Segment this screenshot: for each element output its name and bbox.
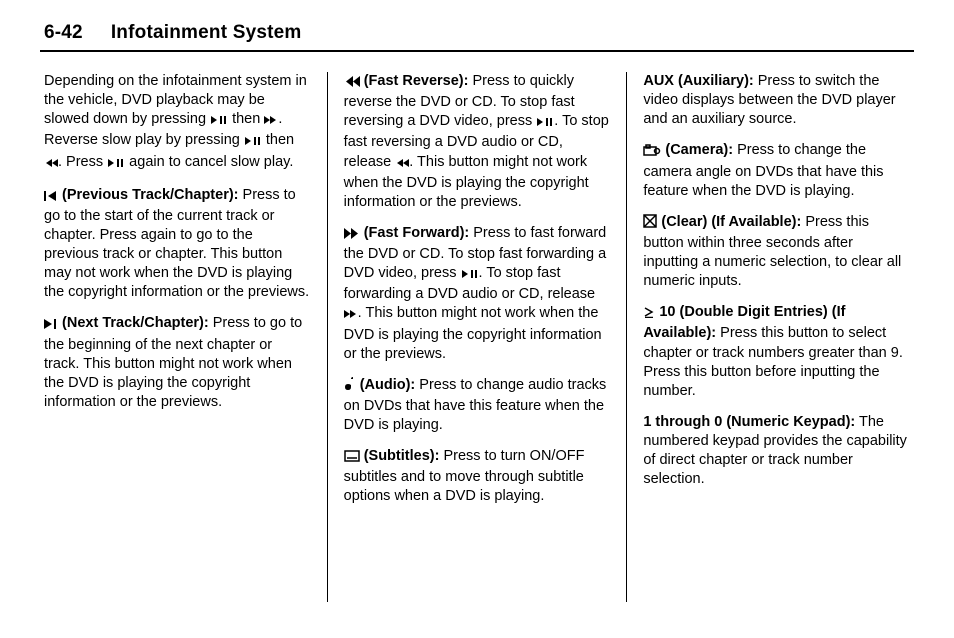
numeric-keypad-label: 1 through 0 (Numeric Keypad): (643, 414, 855, 430)
fast-reverse-icon (344, 74, 360, 93)
aux-label: AUX (Auxiliary): (643, 73, 753, 89)
column-2: (Fast Reverse): Press to quickly reverse… (334, 72, 621, 602)
play-pause-icon (210, 112, 228, 131)
text: . Press (58, 154, 107, 170)
play-pause-icon (244, 133, 262, 152)
fast-forward-icon (344, 306, 358, 325)
fast-forward-label: (Fast Forward): (360, 225, 470, 241)
next-track-entry: (Next Track/Chapter): Press to go to the… (44, 314, 311, 412)
subtitles-entry: (Subtitles): Press to turn ON/OFF subtit… (344, 447, 611, 506)
text: then (228, 111, 264, 127)
prev-track-entry: (Previous Track/Chapter): Press to go to… (44, 186, 311, 303)
fast-reverse-entry: (Fast Reverse): Press to quickly reverse… (344, 72, 611, 212)
next-track-label: (Next Track/Chapter): (58, 315, 209, 331)
play-pause-icon (461, 266, 479, 285)
fast-forward-icon (264, 112, 278, 131)
prev-track-label: (Previous Track/Chapter): (58, 187, 239, 203)
clear-label: (Clear) (If Available): (657, 214, 801, 230)
camera-entry: (Camera): Press to change the camera ang… (643, 141, 910, 200)
prev-track-icon (44, 188, 58, 207)
camera-label: (Camera): (661, 142, 733, 158)
column-divider (327, 72, 328, 602)
fast-reverse-icon (44, 155, 58, 174)
audio-label: (Audio): (356, 377, 416, 393)
column-3: AUX (Auxiliary): Press to switch the vid… (633, 72, 914, 602)
text: then (262, 132, 294, 148)
audio-entry: (Audio): Press to change audio tracks on… (344, 376, 611, 435)
aux-entry: AUX (Auxiliary): Press to switch the vid… (643, 72, 910, 129)
intro-paragraph: Depending on the infotainment system in … (44, 72, 311, 174)
numeric-keypad-entry: 1 through 0 (Numeric Keypad): The number… (643, 413, 910, 490)
fast-reverse-label: (Fast Reverse): (360, 73, 469, 89)
text: . This button might not work when the DV… (344, 305, 602, 361)
subtitles-icon (344, 449, 360, 468)
page-number: 6-42 (44, 22, 83, 44)
manual-page: 6-42 Infotainment System Depending on the… (0, 0, 954, 638)
column-1: Depending on the infotainment system in … (40, 72, 321, 602)
double-digit-icon (643, 305, 655, 324)
section-title: Infotainment System (111, 22, 302, 43)
camera-icon (643, 143, 661, 162)
clear-icon (643, 214, 657, 234)
subtitles-label: (Subtitles): (360, 448, 440, 464)
column-divider (626, 72, 627, 602)
fast-forward-icon (344, 226, 360, 245)
play-pause-icon (107, 155, 125, 174)
page-header: 6-42 Infotainment System (40, 0, 914, 52)
text: again to cancel slow play. (125, 154, 293, 170)
audio-icon (344, 377, 356, 397)
double-digit-entry: 10 (Double Digit Entries) (If Available)… (643, 303, 910, 401)
clear-entry: (Clear) (If Available): Press this butto… (643, 213, 910, 292)
play-pause-icon (536, 114, 554, 133)
prev-track-body: Press to go to the start of the current … (44, 187, 309, 301)
fast-reverse-icon (395, 155, 409, 174)
fast-forward-entry: (Fast Forward): Press to fast forward th… (344, 224, 611, 364)
next-track-icon (44, 316, 58, 335)
content-columns: Depending on the infotainment system in … (40, 72, 914, 602)
header-text: 6-42 Infotainment System (40, 22, 914, 50)
